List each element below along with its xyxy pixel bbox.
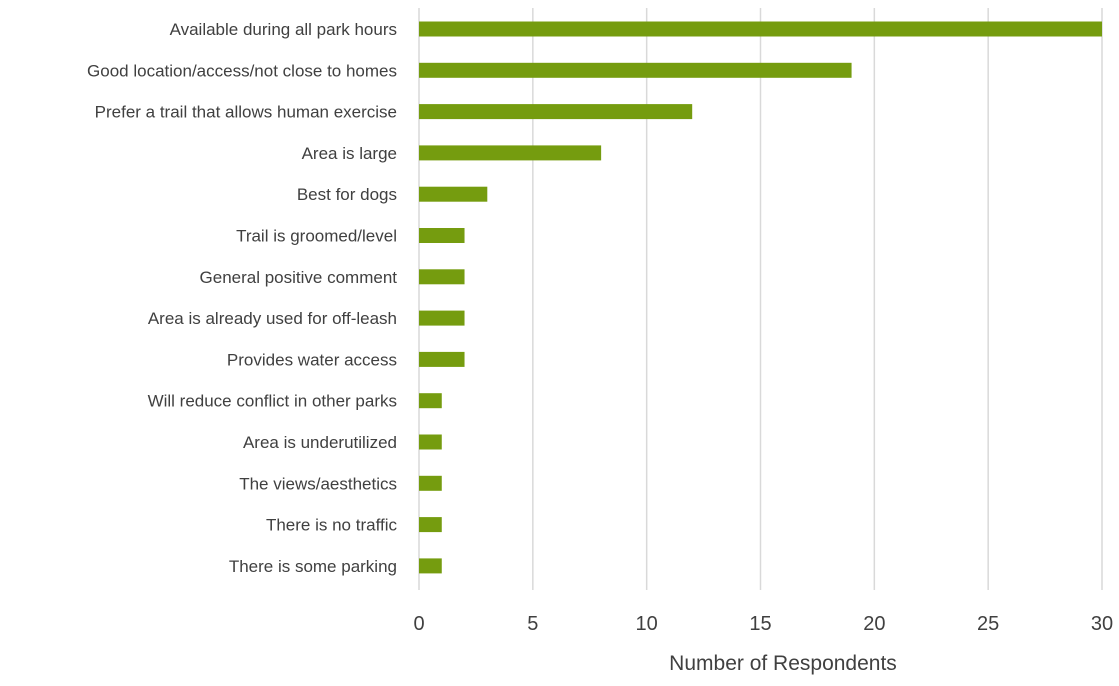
category-labels: Available during all park hours Good loca… <box>87 20 397 576</box>
bar <box>419 62 852 78</box>
bar <box>419 351 465 367</box>
x-tick-label: 25 <box>977 613 999 635</box>
bar <box>419 558 442 574</box>
x-tick-label: 10 <box>636 613 658 635</box>
x-tick-label: 20 <box>863 613 885 635</box>
category-label: Available during all park hours <box>170 20 397 39</box>
x-axis-title: Number of Respondents <box>669 652 897 675</box>
bar <box>419 145 602 161</box>
category-label: There is some parking <box>229 557 397 576</box>
gridlines <box>418 8 1103 590</box>
category-label: Area is large <box>302 144 397 163</box>
category-label: There is no traffic <box>266 516 398 535</box>
bar <box>419 393 442 409</box>
x-tick-label: 5 <box>527 613 538 635</box>
category-label: General positive comment <box>200 268 398 287</box>
bar <box>419 517 442 533</box>
bar <box>419 269 465 285</box>
x-tick-label: 30 <box>1091 613 1113 635</box>
category-label: Area is underutilized <box>243 433 397 452</box>
category-label: Area is already used for off-leash <box>148 309 397 328</box>
bar <box>419 186 488 202</box>
bar <box>419 21 1102 37</box>
category-label: Provides water access <box>227 350 397 369</box>
x-tick-labels: 0 5 10 15 20 25 30 <box>413 613 1113 635</box>
bar <box>419 310 465 326</box>
bar <box>419 104 693 120</box>
category-label: Best for dogs <box>297 185 397 204</box>
bar <box>419 434 442 450</box>
category-label: Prefer a trail that allows human exercis… <box>95 103 397 122</box>
category-label: Trail is groomed/level <box>236 227 397 246</box>
category-label: Will reduce conflict in other parks <box>148 392 397 411</box>
category-label: The views/aesthetics <box>239 474 397 493</box>
x-tick-label: 15 <box>749 613 771 635</box>
category-label: Good location/access/not close to homes <box>87 61 397 80</box>
bar <box>419 475 442 491</box>
bar <box>419 228 465 243</box>
x-tick-label: 0 <box>413 613 424 635</box>
bars <box>419 21 1102 574</box>
